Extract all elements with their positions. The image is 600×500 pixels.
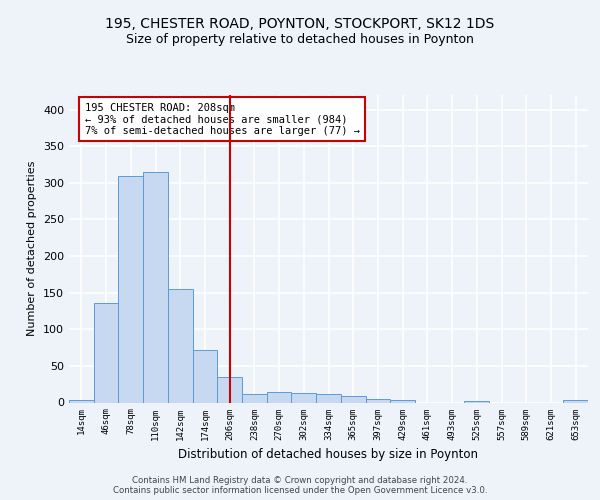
Bar xyxy=(94,303,118,402)
Bar xyxy=(267,392,292,402)
Bar xyxy=(365,399,390,402)
Bar xyxy=(69,400,94,402)
Bar xyxy=(143,172,168,402)
Bar xyxy=(118,176,143,402)
Bar xyxy=(464,401,489,402)
X-axis label: Distribution of detached houses by size in Poynton: Distribution of detached houses by size … xyxy=(179,448,479,461)
Bar xyxy=(168,289,193,403)
Bar xyxy=(217,377,242,402)
Text: Size of property relative to detached houses in Poynton: Size of property relative to detached ho… xyxy=(126,32,474,46)
Text: 195 CHESTER ROAD: 208sqm
← 93% of detached houses are smaller (984)
7% of semi-d: 195 CHESTER ROAD: 208sqm ← 93% of detach… xyxy=(85,102,359,136)
Bar xyxy=(563,400,588,402)
Y-axis label: Number of detached properties: Number of detached properties xyxy=(28,161,37,336)
Text: Contains HM Land Registry data © Crown copyright and database right 2024.
Contai: Contains HM Land Registry data © Crown c… xyxy=(113,476,487,495)
Text: 195, CHESTER ROAD, POYNTON, STOCKPORT, SK12 1DS: 195, CHESTER ROAD, POYNTON, STOCKPORT, S… xyxy=(106,18,494,32)
Bar xyxy=(242,394,267,402)
Bar xyxy=(390,400,415,402)
Bar xyxy=(316,394,341,402)
Bar xyxy=(341,396,365,402)
Bar xyxy=(292,393,316,402)
Bar xyxy=(193,350,217,403)
